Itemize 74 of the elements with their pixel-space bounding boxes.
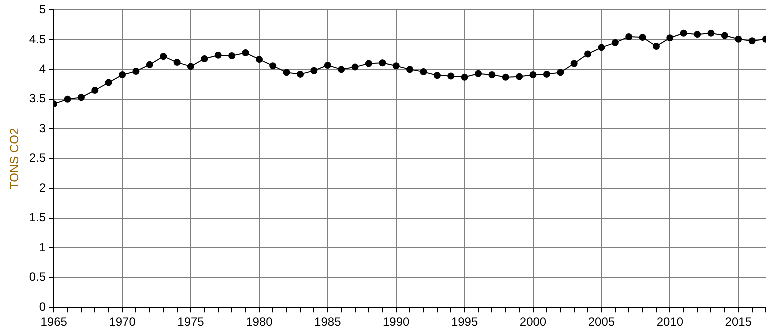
point [146, 61, 154, 68]
point [735, 36, 742, 43]
point [228, 52, 236, 60]
point [721, 32, 728, 40]
y-tick-label: 1 [39, 240, 46, 254]
point [584, 50, 592, 58]
y-tick-label: 4.5 [29, 32, 46, 46]
point [324, 62, 332, 70]
x-tick-label: 2010 [656, 315, 684, 330]
point [502, 74, 510, 81]
x-tick-label: 1995 [451, 315, 478, 330]
point [214, 52, 222, 59]
point [652, 42, 660, 50]
x-tick-label: 1965 [40, 315, 68, 330]
point [626, 33, 633, 40]
point [352, 64, 359, 71]
point [639, 34, 646, 42]
point [680, 30, 688, 37]
point [748, 38, 756, 45]
point [270, 62, 277, 70]
x-tick-label: 1980 [246, 315, 274, 330]
x-tick-label: 1990 [383, 315, 410, 330]
point [448, 72, 455, 80]
point [406, 66, 414, 74]
point [105, 79, 112, 86]
y-tick-label: 1.5 [29, 210, 46, 225]
point [256, 56, 263, 64]
point [283, 69, 290, 76]
point [708, 30, 715, 37]
y-tick-label: 0 [39, 300, 46, 314]
point [666, 34, 674, 42]
point [187, 63, 194, 70]
point [92, 87, 99, 94]
point [420, 68, 428, 76]
y-tick-label: 4 [39, 62, 46, 76]
point [365, 60, 372, 68]
point [297, 70, 304, 78]
y-tick-label: 3.5 [29, 92, 46, 106]
x-tick-label: 1985 [314, 315, 342, 330]
y-tick-label: 2 [39, 180, 46, 195]
point [598, 44, 606, 52]
y-tick-label: 0.5 [29, 270, 46, 284]
point [434, 72, 441, 80]
point [132, 68, 140, 75]
point [570, 60, 578, 68]
x-tick-label: 2015 [725, 315, 752, 330]
point [543, 70, 550, 78]
y-tick-label: 2.5 [29, 151, 46, 166]
point [612, 39, 619, 46]
x-tick-label: 1970 [109, 315, 136, 330]
point [530, 72, 537, 79]
point [461, 74, 468, 81]
point [557, 69, 564, 76]
x-tick-label: 2005 [588, 315, 616, 330]
point [310, 67, 318, 74]
point [392, 62, 400, 70]
point [64, 96, 72, 103]
x-tick-label: 2000 [520, 315, 547, 330]
point [474, 70, 482, 78]
y-tick-label: 5 [39, 2, 46, 17]
point [694, 31, 702, 38]
point [242, 50, 250, 57]
point [338, 66, 346, 74]
point [78, 94, 85, 102]
y-axis-title: TONS CO2 [8, 128, 22, 190]
point [488, 72, 496, 79]
point [516, 73, 524, 80]
point [174, 59, 181, 66]
point [379, 60, 386, 67]
point [119, 72, 126, 79]
point [160, 53, 168, 60]
point [201, 55, 208, 62]
x-tick-label: 1975 [178, 315, 205, 330]
y-tick-label: 3 [39, 121, 46, 136]
